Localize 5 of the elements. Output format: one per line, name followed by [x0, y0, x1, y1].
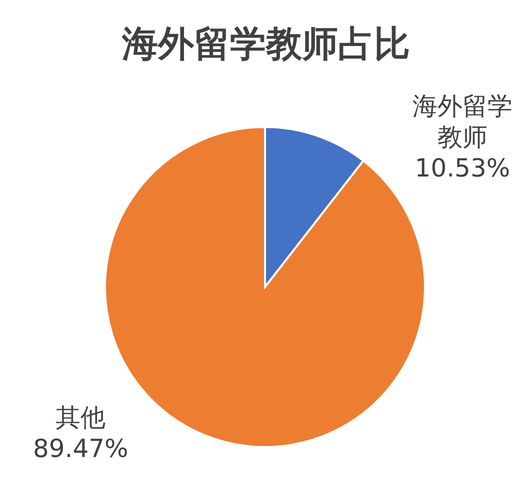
- data-label: 10.53%: [414, 153, 510, 182]
- chart-title: 海外留学教师占比: [121, 24, 410, 65]
- data-label: 89.47%: [32, 434, 128, 464]
- slice-label: 海外留学教师: [412, 91, 512, 152]
- slice-label: 其他: [56, 403, 106, 432]
